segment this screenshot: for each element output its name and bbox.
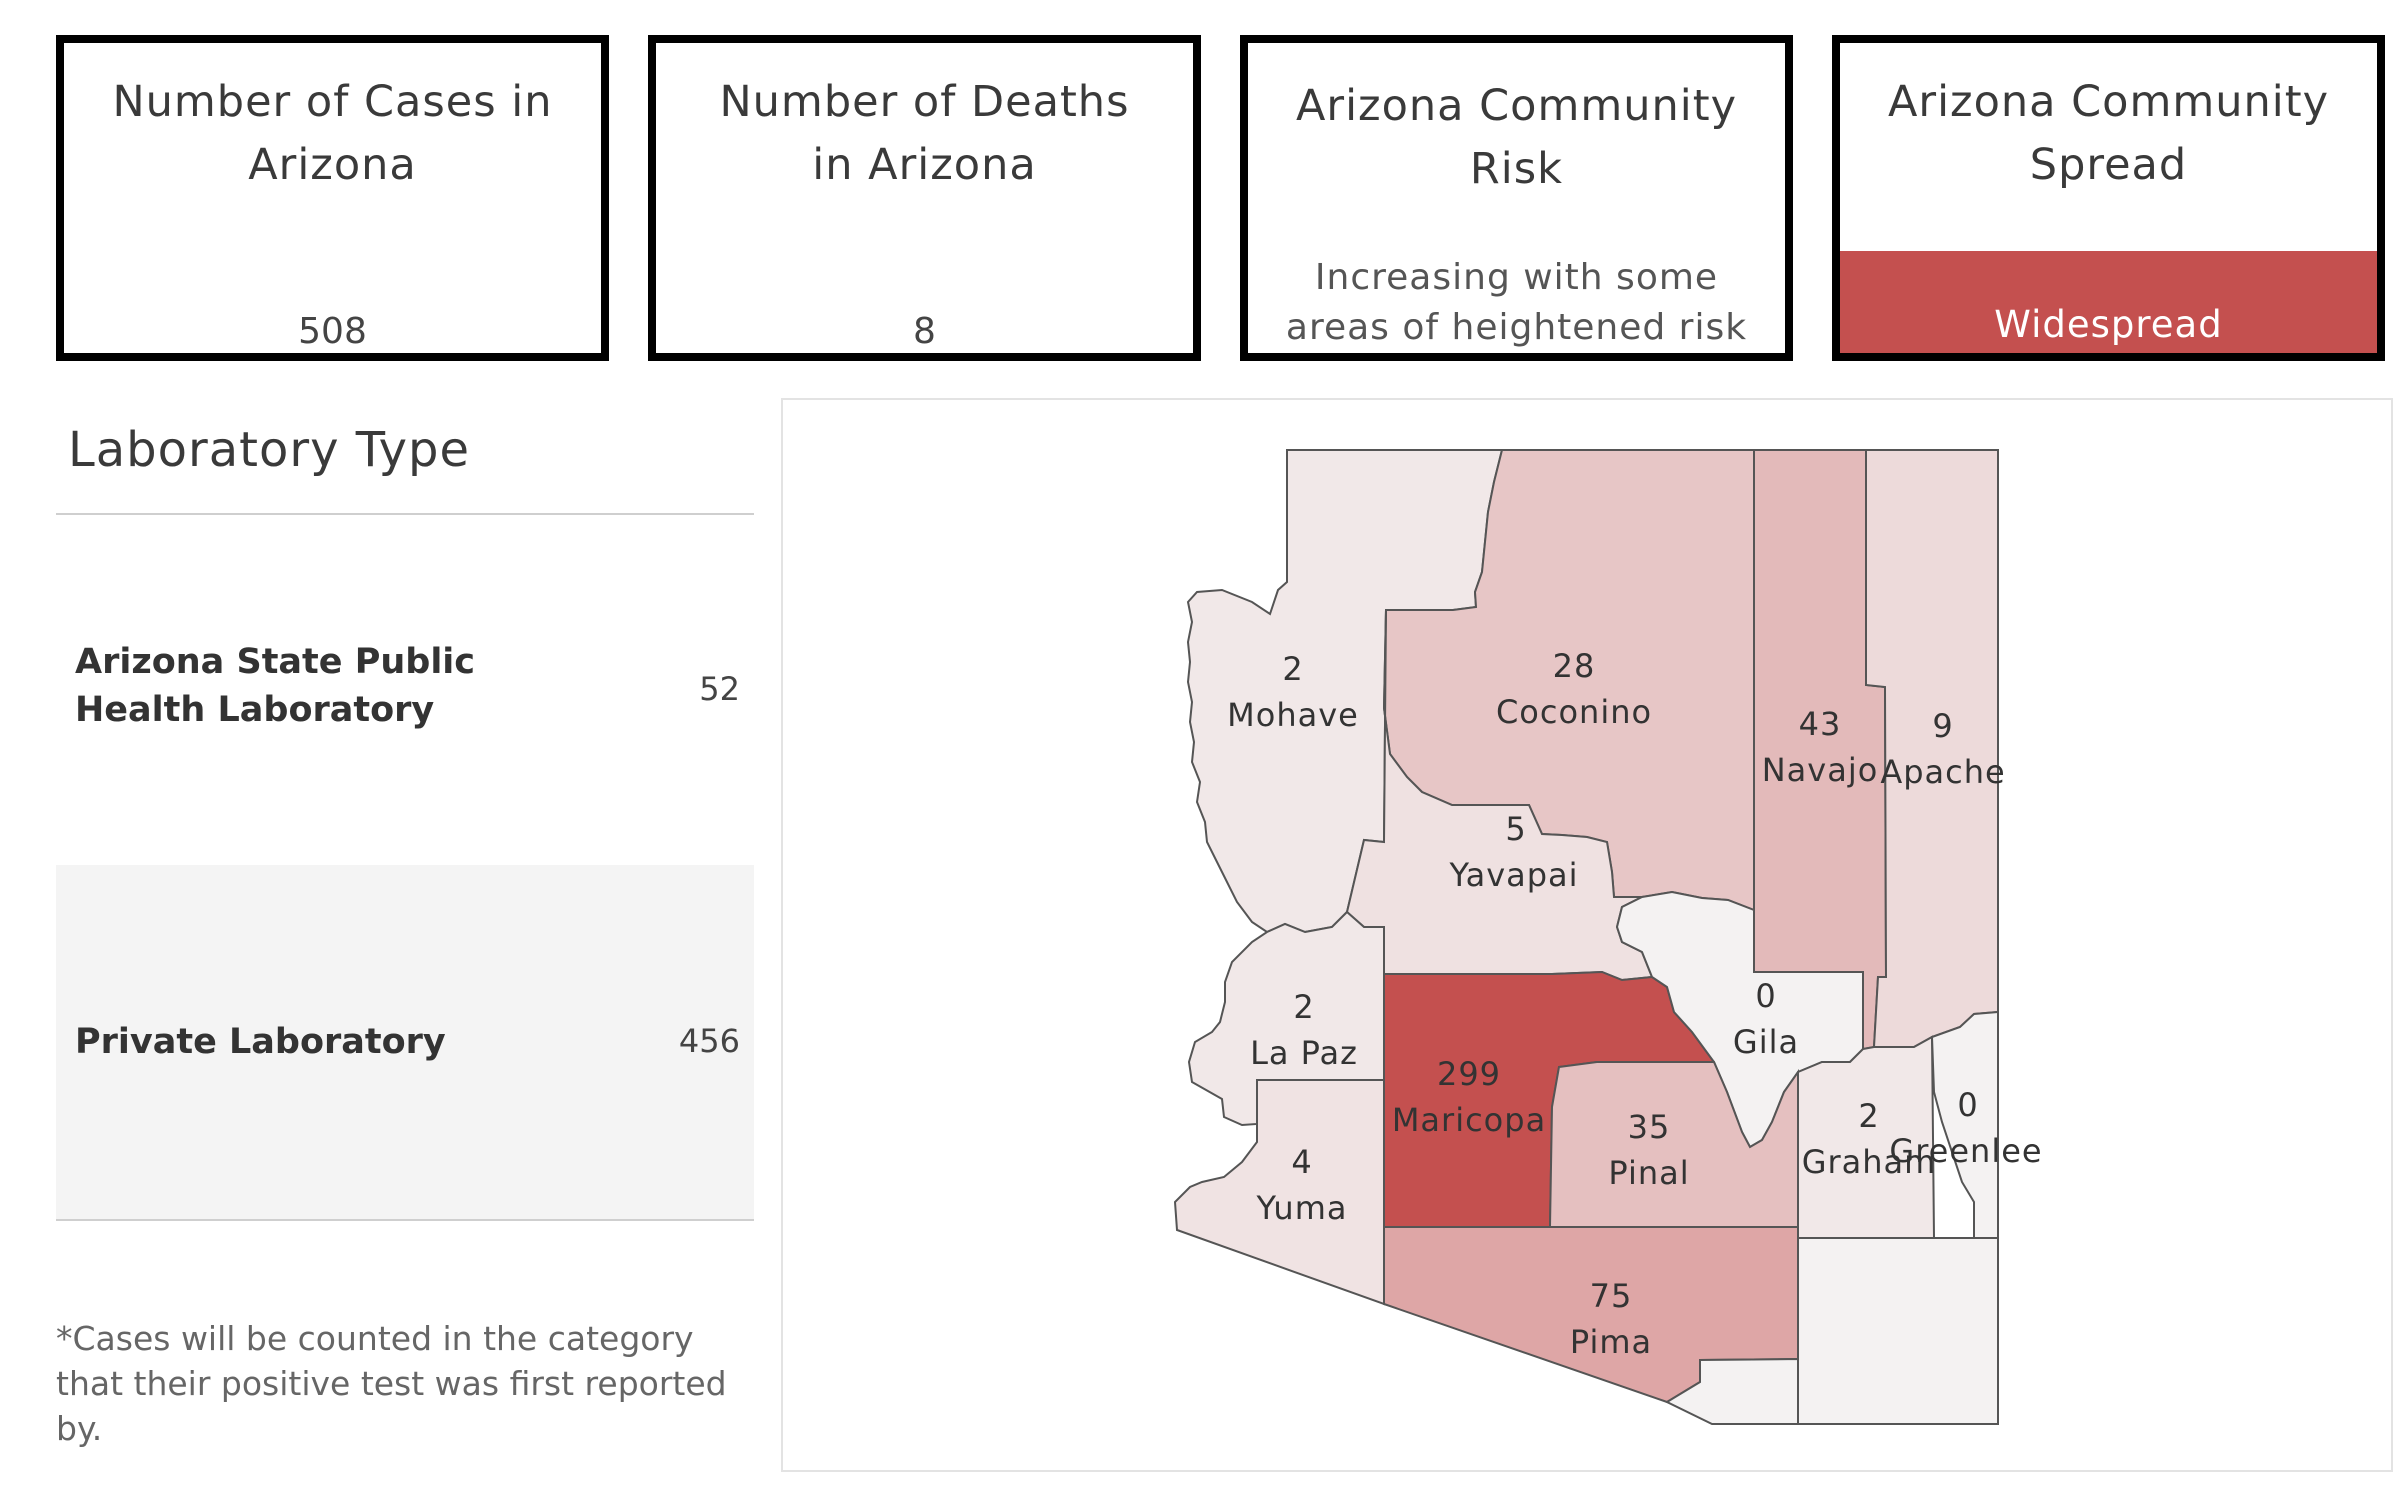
county-cases-label: 2 (1282, 650, 1303, 688)
county-name-label: Pima (1570, 1323, 1652, 1361)
county-cases-label: 4 (1291, 1143, 1312, 1181)
kpi-value: Widespread (1994, 303, 2223, 346)
kpi-title: Arizona Community Spread (1887, 77, 2330, 190)
county-name-label: Graham (1802, 1143, 1937, 1181)
divider (56, 513, 754, 515)
kpi-title: Arizona Community Risk (1295, 81, 1738, 194)
county-cases-label: 43 (1799, 705, 1842, 743)
lab-count: 456 (678, 1022, 740, 1060)
county-cases-label: 0 (1755, 977, 1776, 1015)
lab-count: 52 (699, 670, 740, 708)
arizona-county-map: 2 Mohave 28 Coconino 43 Navajo 9 Apache … (1173, 449, 2042, 1425)
county-name-label: Navajo (1762, 751, 1879, 789)
county-name-label: Yuma (1256, 1189, 1348, 1227)
county-la-paz[interactable] (1187, 910, 1385, 1127)
lab-name: Private Laboratory (75, 1022, 446, 1062)
county-name-label: Pinal (1608, 1154, 1689, 1192)
kpi-card-deaths: Number of Deaths in Arizona 8 (648, 35, 1201, 361)
lab-name: Arizona State Public Health Laboratory (75, 642, 476, 730)
county-map-panel: 2 Mohave 28 Coconino 43 Navajo 9 Apache … (781, 398, 2393, 1472)
county-cases-label: 299 (1437, 1055, 1501, 1093)
county-cases-label: 0 (1957, 1086, 1978, 1124)
spread-status-band: Widespread (1840, 251, 2377, 353)
laboratory-title: Laboratory Type (68, 422, 470, 478)
kpi-title: Number of Deaths in Arizona (719, 77, 1130, 190)
county-greenlee[interactable] (1930, 1010, 1999, 1239)
county-name-label: Greenlee (1889, 1132, 2042, 1170)
county-name-label: Maricopa (1392, 1101, 1546, 1139)
county-cases-label: 9 (1932, 707, 1953, 745)
county-name-label: Gila (1733, 1023, 1799, 1061)
county-name-label: Coconino (1496, 693, 1652, 731)
divider (56, 1219, 754, 1221)
county-cases-label: 5 (1505, 810, 1526, 848)
county-name-label: Yavapai (1448, 856, 1578, 894)
county-name-label: Mohave (1227, 696, 1359, 734)
kpi-title: Number of Cases in Arizona (112, 77, 553, 190)
county-name-label: La Paz (1250, 1034, 1358, 1072)
county-apache[interactable] (1865, 449, 1999, 1048)
county-name-label: Apache (1880, 753, 2005, 791)
table-row[interactable]: Arizona State Public Health Laboratory 5… (56, 520, 754, 865)
county-cases-label: 75 (1590, 1277, 1633, 1315)
kpi-card-cases: Number of Cases in Arizona 508 (56, 35, 609, 361)
table-row[interactable]: Private Laboratory 456 (56, 865, 754, 1220)
county-cases-label: 35 (1628, 1108, 1671, 1146)
county-cases-label: 2 (1293, 988, 1314, 1026)
county-cases-label: 2 (1858, 1097, 1879, 1135)
kpi-value: Increasing with some areas of heightened… (1285, 257, 1748, 348)
county-cochise[interactable] (1797, 1237, 1999, 1425)
county-cases-label: 28 (1553, 647, 1596, 685)
kpi-card-spread: Arizona Community Spread Widespread (1832, 35, 2385, 361)
kpi-value: 508 (298, 311, 367, 352)
kpi-card-risk: Arizona Community Risk Increasing with s… (1240, 35, 1793, 361)
kpi-value: 8 (913, 311, 936, 352)
footnote: *Cases will be counted in the category t… (56, 1319, 727, 1448)
